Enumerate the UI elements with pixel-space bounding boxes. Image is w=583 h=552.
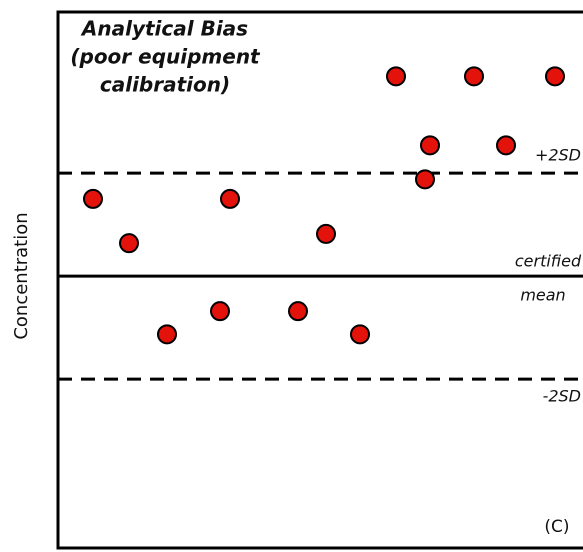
reference-label: -2SD bbox=[543, 387, 581, 406]
data-point bbox=[420, 135, 440, 156]
reference-label: +2SD bbox=[535, 146, 581, 165]
data-point bbox=[119, 233, 139, 254]
data-point bbox=[496, 135, 516, 156]
panel-label: (C) bbox=[544, 517, 569, 537]
data-point bbox=[350, 324, 370, 345]
data-point bbox=[157, 324, 177, 345]
reference-label: mean bbox=[520, 286, 565, 305]
data-point bbox=[386, 66, 406, 87]
chart-title: (poor equipment bbox=[70, 45, 261, 69]
data-point bbox=[83, 188, 103, 209]
plot-frame bbox=[56, 10, 583, 550]
chart-title: calibration) bbox=[100, 73, 230, 97]
data-point bbox=[415, 169, 435, 190]
data-point bbox=[545, 66, 565, 87]
y-axis-label: Concentration bbox=[11, 212, 32, 339]
chart-title: Analytical Bias bbox=[80, 17, 248, 41]
data-point bbox=[210, 301, 230, 322]
data-point bbox=[288, 301, 308, 322]
reference-label: certified bbox=[515, 252, 582, 271]
data-point bbox=[464, 66, 484, 87]
data-point bbox=[316, 223, 336, 244]
data-point bbox=[220, 188, 240, 209]
